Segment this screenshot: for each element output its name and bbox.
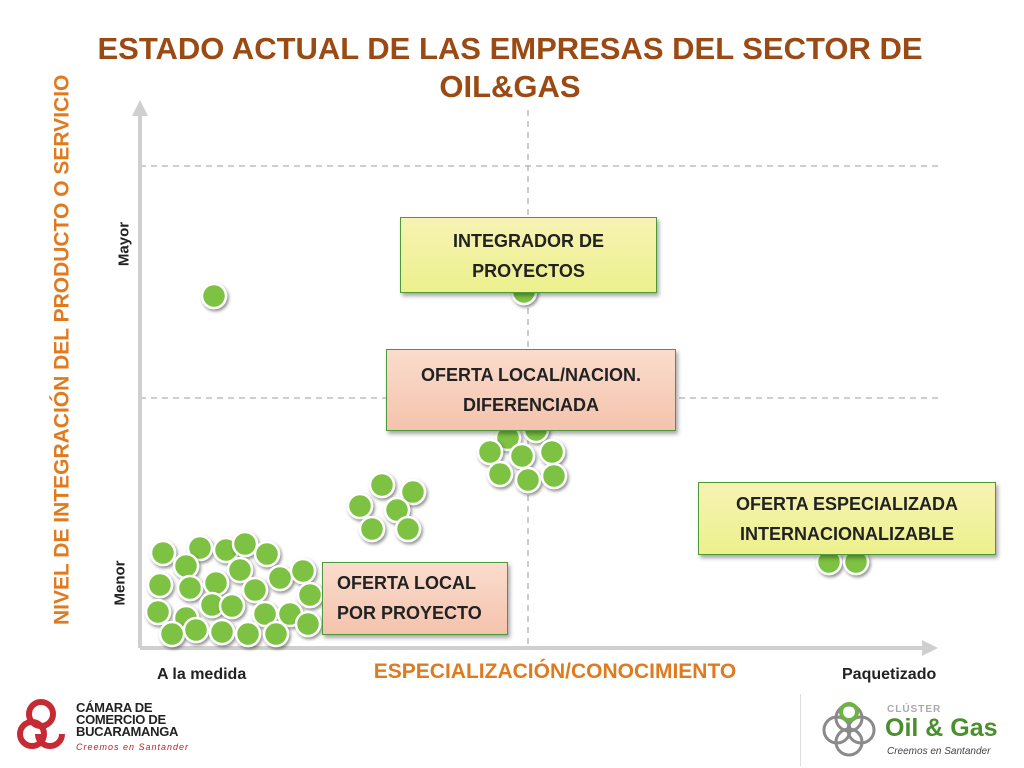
x-axis-label: ESPECIALIZACIÓN/CONOCIMIENTO bbox=[373, 660, 737, 683]
company-dot bbox=[399, 478, 427, 506]
company-dot bbox=[508, 442, 536, 470]
company-dot bbox=[186, 534, 214, 562]
company-dot bbox=[358, 515, 386, 543]
company-dot bbox=[368, 471, 396, 499]
company-dot bbox=[540, 462, 568, 490]
company-dot bbox=[218, 592, 246, 620]
cluster-oil-gas-logo: CLÚSTER Oil & Gas Creemos en Santander bbox=[800, 694, 1021, 766]
camara-name: CÁMARA DE COMERCIO DE BUCARAMANGA bbox=[76, 700, 179, 739]
company-dot bbox=[538, 438, 566, 466]
x-tick-low: A la medida bbox=[157, 666, 247, 683]
company-dot bbox=[202, 569, 230, 597]
company-dot bbox=[182, 616, 210, 644]
box-oferta-local-por-proyecto: OFERTA LOCAL POR PROYECTO bbox=[322, 562, 508, 635]
company-dot bbox=[208, 618, 236, 646]
camara-logo-icon bbox=[17, 699, 65, 749]
camara-tagline: Creemos en Santander bbox=[76, 742, 190, 752]
box-oferta-especializada-internacionalizable: OFERTA ESPECIALIZADA INTERNACIONALIZABLE bbox=[698, 482, 996, 555]
company-dot bbox=[234, 620, 262, 648]
box-oferta-local-nacion-diferenciada: OFERTA LOCAL/NACION. DIFERENCIADA bbox=[386, 349, 676, 431]
x-tick-high: Paquetizado bbox=[842, 666, 937, 683]
company-dot bbox=[346, 492, 374, 520]
cluster-logo-icon bbox=[822, 702, 876, 757]
box-integrador-de-proyectos: INTEGRADOR DE PROYECTOS bbox=[400, 217, 657, 293]
company-dot bbox=[144, 598, 172, 626]
company-dot bbox=[226, 556, 254, 584]
company-dot bbox=[158, 620, 186, 648]
company-dot bbox=[294, 610, 322, 638]
company-dot bbox=[476, 438, 504, 466]
company-dot bbox=[146, 571, 174, 599]
company-dot bbox=[231, 530, 259, 558]
page-title: ESTADO ACTUAL DE LAS EMPRESAS DEL SECTOR… bbox=[97, 31, 923, 104]
company-dot bbox=[176, 574, 204, 602]
company-dot bbox=[172, 552, 200, 580]
company-dot bbox=[296, 581, 324, 609]
company-dot bbox=[200, 282, 228, 310]
company-dot bbox=[514, 466, 542, 494]
cluster-name: Oil & Gas bbox=[885, 714, 998, 742]
company-dot bbox=[394, 515, 422, 543]
y-axis-arrow bbox=[132, 100, 148, 116]
cluster-tagline: Creemos en Santander bbox=[887, 746, 991, 757]
company-dot bbox=[241, 576, 269, 604]
company-dot bbox=[253, 540, 281, 568]
camara-comercio-logo: CÁMARA DE COMERCIO DE BUCARAMANGA Creemo… bbox=[10, 690, 200, 760]
company-dot bbox=[266, 564, 294, 592]
company-dot bbox=[262, 620, 290, 648]
company-dot bbox=[149, 539, 177, 567]
company-dot bbox=[289, 557, 317, 585]
company-dot bbox=[486, 460, 514, 488]
x-axis-arrow bbox=[922, 640, 938, 656]
cluster-small-label: CLÚSTER bbox=[887, 704, 942, 715]
